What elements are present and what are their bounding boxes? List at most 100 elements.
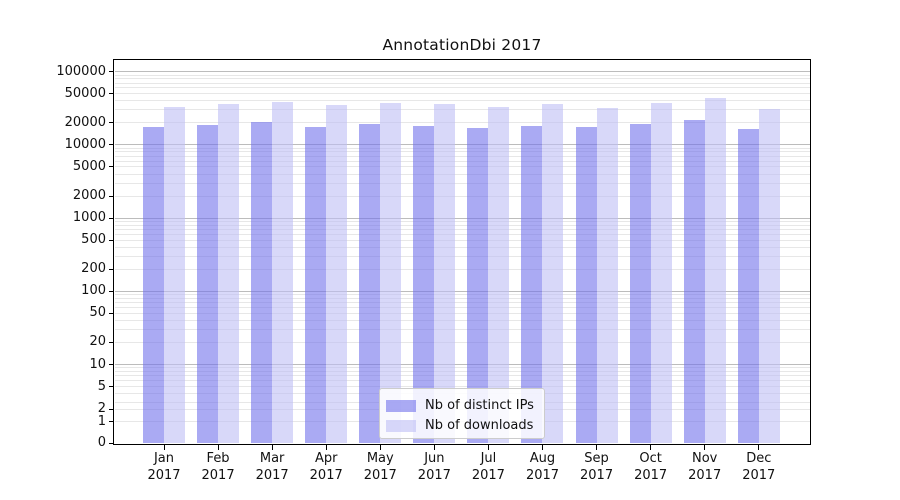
y-tick-mark (108, 290, 113, 292)
legend-swatch-downloads (386, 419, 416, 432)
x-tick-label: Jul 2017 (456, 451, 520, 484)
bar-may-2017-downloads (380, 102, 402, 444)
legend-label-distinct-ips: Nb of distinct IPs (425, 398, 534, 413)
gridline-minor (114, 294, 810, 296)
gridline-minor (114, 78, 810, 80)
x-tick-mark (596, 445, 598, 450)
gridline-minor (114, 341, 810, 343)
x-tick-label-year: 2017 (147, 467, 181, 483)
bar-dec-2017-downloads (758, 108, 780, 444)
gridline-minor (114, 329, 810, 331)
x-tick-label: Aug 2017 (510, 451, 574, 484)
x-tick-label-year: 2017 (471, 467, 505, 483)
y-tick-mark (108, 122, 113, 124)
x-tick-label-month: May (366, 451, 394, 466)
gridline-major (114, 217, 810, 219)
gridline-minor (114, 371, 810, 373)
y-tick-mark (108, 144, 113, 146)
x-tick-mark (163, 445, 165, 450)
gridline-minor (114, 307, 810, 309)
y-tick-mark (108, 93, 113, 95)
x-tick-label-month: Oct (639, 451, 662, 466)
x-tick-label: Oct 2017 (619, 451, 683, 484)
y-tick-label: 20000 (64, 114, 106, 130)
x-tick-label: Apr 2017 (294, 451, 358, 484)
bar-feb-2017-distinct-ips (197, 125, 219, 444)
bar-mar-2017-distinct-ips (251, 121, 273, 444)
x-tick-label-year: 2017 (309, 467, 343, 483)
x-tick-label-year: 2017 (255, 467, 289, 483)
gridline-minor (114, 375, 810, 377)
y-tick-label: 2000 (72, 188, 106, 204)
x-tick-label-year: 2017 (580, 467, 614, 483)
y-tick-mark (108, 408, 113, 410)
gridline-minor (114, 367, 810, 369)
x-tick-mark (758, 445, 760, 450)
bar-apr-2017-downloads (326, 104, 348, 444)
x-tick-label-month: Jan (153, 451, 175, 466)
gridline-minor (114, 268, 810, 270)
x-tick-mark (487, 445, 489, 450)
y-tick-mark (108, 364, 113, 365)
bar-jun-2017-downloads (434, 104, 456, 444)
gridline-minor (114, 100, 810, 102)
plot-border (113, 59, 811, 445)
gridline-minor (114, 195, 810, 197)
bar-jan-2017-distinct-ips (143, 127, 164, 444)
bar-sep-2017-downloads (596, 108, 618, 444)
x-tick-label: Dec 2017 (727, 451, 791, 484)
bar-dec-2017-distinct-ips (737, 129, 759, 444)
x-tick-label-year: 2017 (742, 467, 776, 483)
bar-aug-2017-distinct-ips (521, 126, 543, 444)
legend-label-downloads: Nb of downloads (425, 418, 534, 433)
y-tick-label: 500 (81, 232, 106, 248)
gridline-minor (114, 147, 810, 149)
gridline-major (114, 290, 810, 292)
x-tick-label: Jan 2017 (132, 451, 196, 484)
gridline-minor (114, 109, 810, 111)
x-tick-label-month: Jun (424, 451, 445, 466)
x-tick-label-month: Jul (480, 451, 497, 466)
bar-nov-2017-distinct-ips (683, 120, 705, 444)
x-tick-label-month: Sep (584, 451, 609, 466)
x-tick-label-year: 2017 (634, 467, 668, 483)
gridline-minor (114, 74, 810, 76)
gridline-minor (114, 239, 810, 241)
bar-feb-2017-downloads (218, 104, 240, 444)
bar-sep-2017-distinct-ips (575, 126, 597, 444)
bar-jul-2017-distinct-ips (467, 128, 489, 444)
gridline-minor (114, 166, 810, 168)
legend-row-distinct-ips: Nb of distinct IPs (386, 396, 544, 415)
x-tick-mark (433, 445, 435, 450)
y-tick-label: 2 (97, 401, 106, 416)
x-tick-label-month: Aug (529, 451, 556, 466)
gridline-minor (114, 302, 810, 304)
gridline-minor (114, 82, 810, 84)
x-tick-label-year: 2017 (688, 467, 722, 483)
gridline-minor (114, 319, 810, 321)
legend-row-downloads: Nb of downloads (386, 416, 544, 435)
y-tick-mark (108, 341, 113, 343)
y-tick-label: 50 (89, 305, 106, 321)
legend-swatch-distinct-ips (386, 399, 416, 412)
y-tick-mark (108, 195, 113, 197)
x-tick-mark (271, 445, 273, 450)
y-tick-label: 5000 (72, 158, 106, 174)
x-tick-label-year: 2017 (363, 467, 397, 483)
x-tick-mark (704, 445, 706, 450)
x-tick-label-year: 2017 (525, 467, 560, 483)
y-tick-label: 5 (97, 378, 106, 394)
x-tick-mark (650, 445, 652, 450)
y-tick-mark (108, 71, 113, 73)
x-tick-label-year: 2017 (417, 467, 451, 483)
gridline-minor (114, 122, 810, 124)
y-tick-label: 1000 (72, 210, 106, 226)
bar-jan-2017-downloads (164, 107, 185, 444)
gridline-minor (114, 93, 810, 95)
gridline-minor (114, 386, 810, 388)
bar-oct-2017-distinct-ips (629, 123, 651, 444)
